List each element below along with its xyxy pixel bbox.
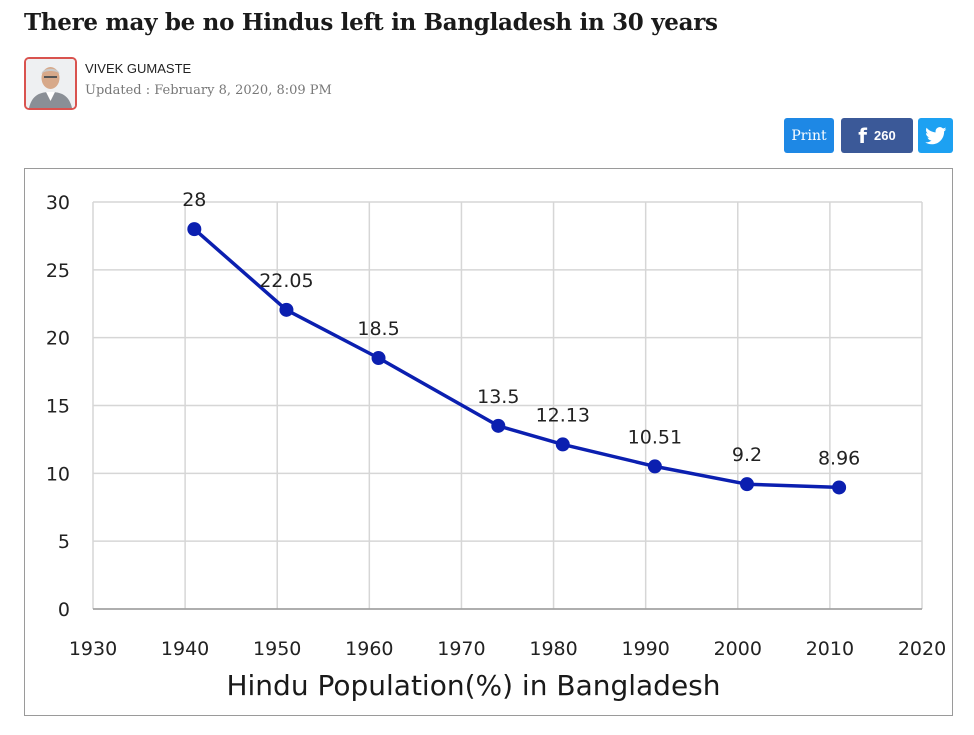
data-label: 8.96 — [818, 447, 860, 469]
article-headline: There may be no Hindus left in Banglades… — [24, 9, 718, 36]
data-point — [739, 477, 754, 492]
y-tick-label: 30 — [46, 192, 70, 214]
chart-title: Hindu Population(%) in Bangladesh — [226, 669, 721, 702]
author-photo-icon — [26, 59, 75, 108]
x-tick-label: 1990 — [621, 638, 669, 660]
facebook-icon: f — [858, 123, 867, 148]
line-chart: 0 5 10 15 20 25 30 1930 1940 1950 1960 1970 1980 1990… — [46, 189, 946, 660]
twitter-share-button[interactable] — [918, 118, 953, 153]
x-tick-label: 1930 — [69, 638, 117, 660]
data-label: 18.5 — [357, 318, 399, 340]
x-tick-label: 2010 — [806, 638, 854, 660]
data-label: 13.5 — [477, 386, 519, 408]
print-button[interactable]: Print — [784, 118, 834, 153]
x-tick-label: 2020 — [898, 638, 946, 660]
facebook-share-button[interactable]: f 260 — [841, 118, 913, 153]
data-label: 28 — [182, 189, 206, 211]
data-point — [555, 437, 570, 452]
x-tick-label: 1950 — [253, 638, 301, 660]
x-tick-label: 1940 — [161, 638, 209, 660]
y-tick-label: 25 — [46, 260, 70, 282]
y-tick-label: 0 — [58, 599, 70, 621]
data-label: 9.2 — [732, 444, 762, 466]
y-tick-label: 15 — [46, 396, 70, 418]
author-name[interactable]: VIVEK GUMASTE — [85, 61, 192, 76]
updated-timestamp: Updated : February 8, 2020, 8:09 PM — [85, 83, 332, 98]
y-tick-label: 10 — [46, 463, 70, 485]
data-point — [279, 302, 294, 317]
x-tick-label: 1970 — [437, 638, 485, 660]
data-point — [491, 418, 506, 433]
data-point — [187, 222, 202, 237]
data-label: 12.13 — [536, 404, 590, 426]
data-point — [647, 459, 662, 474]
twitter-icon — [924, 126, 946, 144]
facebook-share-count: 260 — [874, 128, 896, 143]
data-point — [832, 480, 847, 495]
x-tick-label: 1960 — [345, 638, 393, 660]
y-tick-label: 5 — [58, 531, 70, 553]
data-label: 22.05 — [259, 270, 313, 292]
author-avatar[interactable] — [24, 57, 77, 110]
x-tick-label: 2000 — [714, 638, 762, 660]
data-label: 10.51 — [628, 426, 682, 448]
y-tick-label: 20 — [46, 328, 70, 350]
data-point — [371, 351, 386, 366]
series-line — [193, 227, 840, 490]
x-tick-label: 1980 — [529, 638, 577, 660]
chart-container: 0 5 10 15 20 25 30 1930 1940 1950 1960 1970 1980 1990… — [24, 168, 953, 716]
